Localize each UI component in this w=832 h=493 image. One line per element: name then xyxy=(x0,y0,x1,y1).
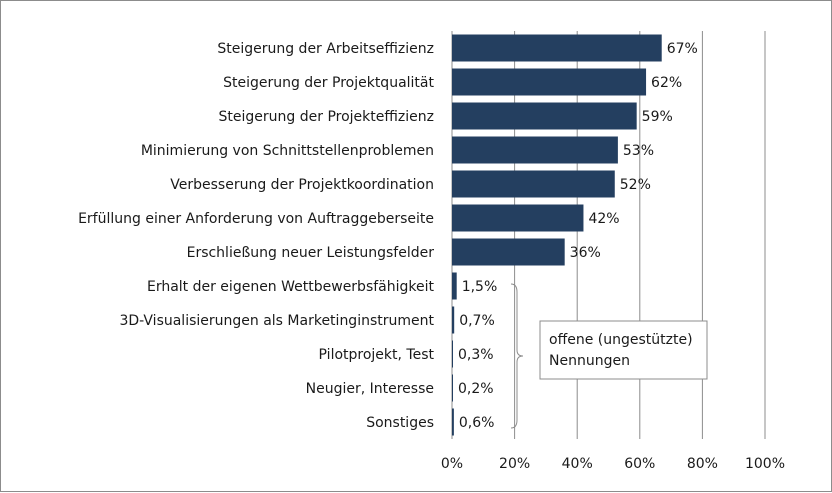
bar xyxy=(452,374,453,402)
data-label: 62% xyxy=(651,75,682,91)
category-label: Erhalt der eigenen Wettbewerbsfähigkeit xyxy=(147,279,435,295)
data-label: 0,3% xyxy=(458,347,494,363)
bar xyxy=(452,408,454,436)
value-labels: 67% 62% 59% 53% 52% 42% 36% 1,5% 0,7% 0,3% 0,2% 0,6… xyxy=(458,41,698,431)
data-label: 1,5% xyxy=(462,279,498,295)
bar xyxy=(452,68,647,96)
category-label: Erfüllung einer Anforderung von Auftragg… xyxy=(78,211,434,227)
bar xyxy=(452,170,615,198)
data-label: 36% xyxy=(570,245,601,261)
bar xyxy=(452,34,662,62)
data-label: 0,6% xyxy=(459,415,495,431)
data-label: 67% xyxy=(667,41,698,57)
annotation-box xyxy=(539,320,708,380)
category-label: Sonstiges xyxy=(366,415,434,431)
category-labels: Steigerung der Arbeitseffizienz Steigerun… xyxy=(78,41,434,431)
category-label: Verbesserung der Projektkoordination xyxy=(170,177,434,193)
bars xyxy=(452,34,662,436)
x-tick-label: 20% xyxy=(499,456,530,472)
bar xyxy=(452,136,618,164)
data-label: 52% xyxy=(620,177,651,193)
annotation-line-2: Nennungen xyxy=(549,353,630,369)
bar xyxy=(452,102,637,130)
bar xyxy=(452,306,455,334)
x-tick-label: 40% xyxy=(562,456,593,472)
open-answers-annotation: offene (ungestützte) Nennungen xyxy=(510,283,708,429)
bracket-brace xyxy=(510,283,524,429)
bar xyxy=(452,272,457,300)
bar xyxy=(452,340,453,368)
annotation-line-1: offene (ungestützte) xyxy=(549,332,693,348)
category-label: 3D-Visualisierungen als Marketinginstrum… xyxy=(119,313,434,329)
bar xyxy=(452,204,584,232)
bar xyxy=(452,238,565,266)
category-label: Minimierung von Schnittstellenproblemen xyxy=(141,143,434,159)
x-tick-label: 100% xyxy=(745,456,785,472)
data-label: 53% xyxy=(623,143,654,159)
category-label: Erschließung neuer Leistungsfelder xyxy=(187,245,435,261)
grid-lines xyxy=(451,31,766,439)
category-label: Steigerung der Arbeitseffizienz xyxy=(217,41,434,57)
data-label: 0,2% xyxy=(458,381,494,397)
x-tick-label: 60% xyxy=(624,456,655,472)
category-label: Steigerung der Projekteffizienz xyxy=(219,109,434,125)
x-tick-label: 0% xyxy=(441,456,463,472)
x-axis-tick-labels: 0% 20% 40% 60% 80% 100% xyxy=(441,456,785,472)
data-label: 42% xyxy=(588,211,619,227)
category-label: Pilotprojekt, Test xyxy=(319,347,435,363)
category-label: Steigerung der Projektqualität xyxy=(223,75,434,91)
category-label: Neugier, Interesse xyxy=(306,381,434,397)
x-tick-label: 80% xyxy=(687,456,718,472)
data-label: 59% xyxy=(642,109,673,125)
data-label: 0,7% xyxy=(459,313,495,329)
